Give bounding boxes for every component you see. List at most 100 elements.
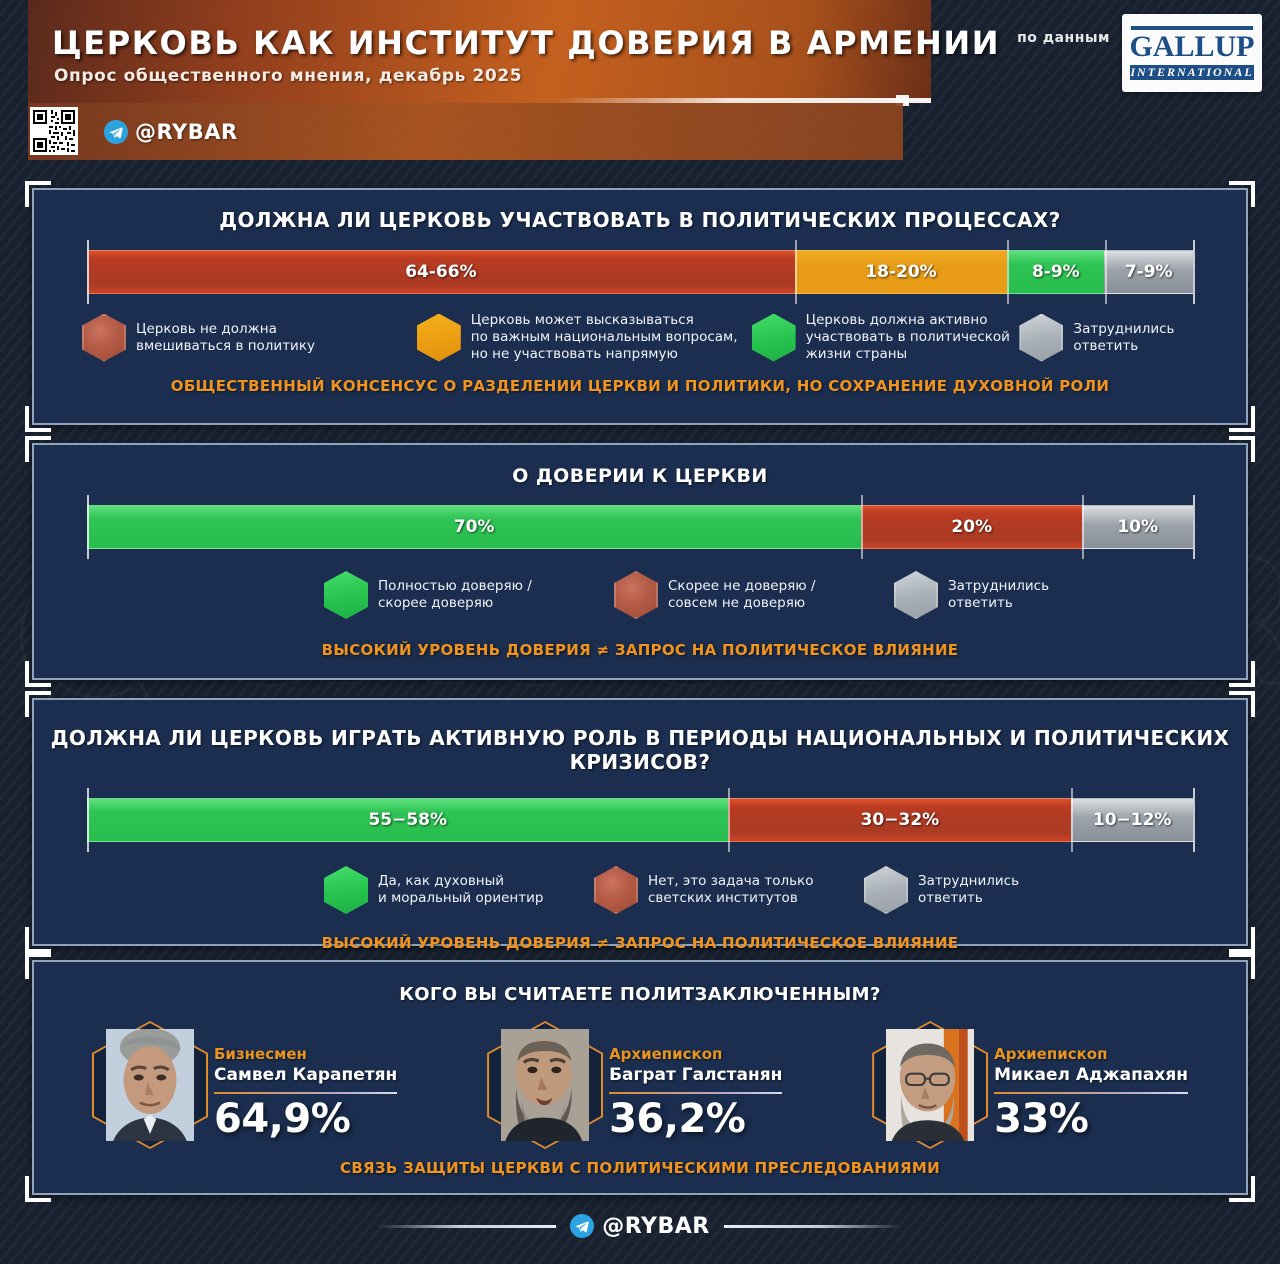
legend-item: Полностью доверяю / скорее доверяю	[324, 571, 614, 619]
corner-bracket	[25, 406, 51, 432]
legend-label: Скорее не доверяю / совсем не доверяю	[668, 578, 816, 611]
bar-tick	[87, 495, 89, 559]
legend-3: Да, как духовный и моральный ориентир Не…	[34, 866, 1246, 914]
gallup-logo: GALLUP INTERNATIONAL	[1122, 14, 1262, 92]
header-banner	[28, 0, 931, 106]
question-panel-4: КОГО ВЫ СЧИТАЕТЕ ПОЛИТЗАКЛЮЧЕННЫМ?	[25, 953, 1255, 1202]
bar-segment: 55−58%	[87, 798, 729, 842]
question-title: ДОЛЖНА ЛИ ЦЕРКОВЬ ИГРАТЬ АКТИВНУЮ РОЛЬ В…	[50, 726, 1230, 774]
person-result: Архиепископ Баграт Галстанян 36,2%	[487, 1021, 783, 1149]
legend-item: Церковь должна активно участвовать в пол…	[751, 312, 1020, 363]
bar-segment-value: 8-9%	[1031, 262, 1080, 282]
legend-item: Затруднились ответить	[864, 866, 1019, 914]
legend-label: Полностью доверяю / скорее доверяю	[378, 578, 532, 611]
corner-bracket	[1229, 691, 1255, 717]
person-result: Архиепископ Микаел Аджапахян 33%	[872, 1021, 1188, 1149]
person-name: Самвел Карапетян	[214, 1065, 398, 1085]
bar-tick	[87, 240, 89, 304]
people-results-row: Бизнесмен Самвел Карапетян 64,9%	[34, 1021, 1246, 1149]
portrait-hexagon	[487, 1021, 604, 1149]
bar-tick	[1104, 240, 1107, 304]
bar-segment: 20%	[861, 505, 1083, 549]
person-name: Микаел Аджапахян	[994, 1065, 1188, 1085]
panel-caption: ОБЩЕСТВЕННЫЙ КОНСЕНСУС О РАЗДЕЛЕНИИ ЦЕРК…	[170, 377, 1110, 395]
legend-item: Церковь может высказываться по важным на…	[416, 312, 752, 363]
divider	[378, 1224, 557, 1228]
avatar	[886, 1029, 975, 1141]
gallup-logo-wordmark: GALLUP	[1129, 30, 1255, 63]
person-percentage: 36,2%	[609, 1096, 746, 1142]
corner-bracket	[1229, 181, 1255, 207]
legend-swatch-hexagon-orange	[416, 313, 461, 362]
legend-swatch-hexagon-gray	[864, 866, 908, 914]
bar-segment-value: 55−58%	[368, 810, 448, 830]
bar-segment: 8-9%	[1007, 250, 1105, 294]
person-result: Бизнесмен Самвел Карапетян 64,9%	[92, 1021, 398, 1149]
footer: @RYBAR	[0, 1200, 1280, 1252]
person-percentage: 64,9%	[214, 1096, 351, 1142]
bar-tick	[1193, 788, 1195, 852]
gallup-logo-subtitle: INTERNATIONAL	[1130, 65, 1254, 80]
question-title: О ДОВЕРИИ К ЦЕРКВИ	[512, 465, 768, 487]
person-details: Архиепископ Микаел Аджапахян 33%	[994, 1021, 1188, 1142]
portrait-hexagon	[92, 1021, 208, 1149]
avatar	[501, 1029, 590, 1141]
bar-tick	[1193, 495, 1195, 559]
bar-tick	[861, 495, 864, 559]
corner-bracket	[1229, 436, 1255, 462]
bar-segment: 30−32%	[728, 798, 1072, 842]
panel-caption: ВЫСОКИЙ УРОВЕНЬ ДОВЕРИЯ ≠ ЗАПРОС НА ПОЛИ…	[321, 934, 959, 952]
bar-tick	[1193, 240, 1195, 304]
portrait-hexagon	[872, 1021, 989, 1149]
corner-bracket	[1229, 406, 1255, 432]
bar-tick	[87, 788, 89, 852]
person-details: Архиепископ Баграт Галстанян 36,2%	[609, 1021, 783, 1142]
legend-label: Церковь должна активно участвовать в пол…	[805, 312, 1010, 362]
bar-segment: 64-66%	[87, 250, 795, 294]
bar-segment-value: 10%	[1117, 517, 1159, 537]
question-panel-3: ДОЛЖНА ЛИ ЦЕРКОВЬ ИГРАТЬ АКТИВНУЮ РОЛЬ В…	[25, 691, 1255, 953]
telegram-channel-badge[interactable]: @RYBAR	[104, 116, 238, 148]
legend-item: Нет, это задача только светских институт…	[594, 866, 864, 914]
legend-swatch-hexagon-red	[614, 571, 658, 619]
bar-segment-value: 10−12%	[1092, 810, 1172, 830]
corner-bracket	[1229, 953, 1255, 979]
bar-segment-value: 30−32%	[860, 810, 940, 830]
question-panel-2: О ДОВЕРИИ К ЦЕРКВИ 70% 20% 10% Полностью…	[25, 436, 1255, 687]
question-title: ДОЛЖНА ЛИ ЦЕРКОВЬ УЧАСТВОВАТЬ В ПОЛИТИЧЕ…	[219, 208, 1061, 232]
source-attribution: по данным GALLUP INTERNATIONAL	[1017, 14, 1262, 92]
telegram-icon	[104, 120, 128, 144]
corner-bracket	[1229, 661, 1255, 687]
question-title: КОГО ВЫ СЧИТАЕТЕ ПОЛИТЗАКЛЮЧЕННЫМ?	[399, 984, 881, 1005]
legend-swatch-hexagon-red	[82, 313, 126, 362]
person-name: Баграт Галстанян	[609, 1065, 783, 1085]
legend-item: Да, как духовный и моральный ориентир	[324, 866, 594, 914]
bar-tick	[1082, 495, 1085, 559]
telegram-channel-label: @RYBAR	[135, 120, 238, 144]
legend-label: Церковь может высказываться по важным на…	[470, 312, 738, 362]
bar-tick	[1071, 788, 1074, 852]
person-role: Бизнесмен	[214, 1045, 307, 1063]
panel-caption: СВЯЗЬ ЗАЩИТЫ ЦЕРКВИ С ПОЛИТИЧЕСКИМИ ПРЕС…	[340, 1159, 940, 1177]
bar-segment-value: 70%	[453, 517, 495, 537]
person-details: Бизнесмен Самвел Карапетян 64,9%	[214, 1021, 398, 1142]
qr-code-icon	[30, 107, 78, 155]
legend-swatch-hexagon-green	[324, 866, 368, 914]
bar-tick	[728, 788, 731, 852]
footer-telegram-badge[interactable]: @RYBAR	[570, 1214, 709, 1239]
footer-channel-label: @RYBAR	[602, 1213, 710, 1239]
legend-label: Затруднились ответить	[948, 578, 1050, 611]
header: ЦЕРКОВЬ КАК ИНСТИТУТ ДОВЕРИЯ В АРМЕНИИ О…	[0, 0, 1280, 172]
corner-bracket	[25, 953, 51, 979]
legend-item: Скорее не доверяю / совсем не доверяю	[614, 571, 894, 619]
person-role: Архиепископ	[609, 1045, 723, 1063]
bar-segment: 10−12%	[1071, 798, 1193, 842]
legend-1: Церковь не должна вмешиваться в политику…	[34, 312, 1246, 363]
divider	[723, 1224, 902, 1228]
person-percentage: 33%	[994, 1096, 1089, 1142]
stacked-bar-chart-3: 55−58% 30−32% 10−12%	[87, 788, 1195, 852]
bar-segment: 7-9%	[1104, 250, 1193, 294]
legend-swatch-hexagon-gray	[1019, 313, 1064, 362]
corner-bracket	[25, 181, 51, 207]
bar-segment: 10%	[1082, 505, 1193, 549]
